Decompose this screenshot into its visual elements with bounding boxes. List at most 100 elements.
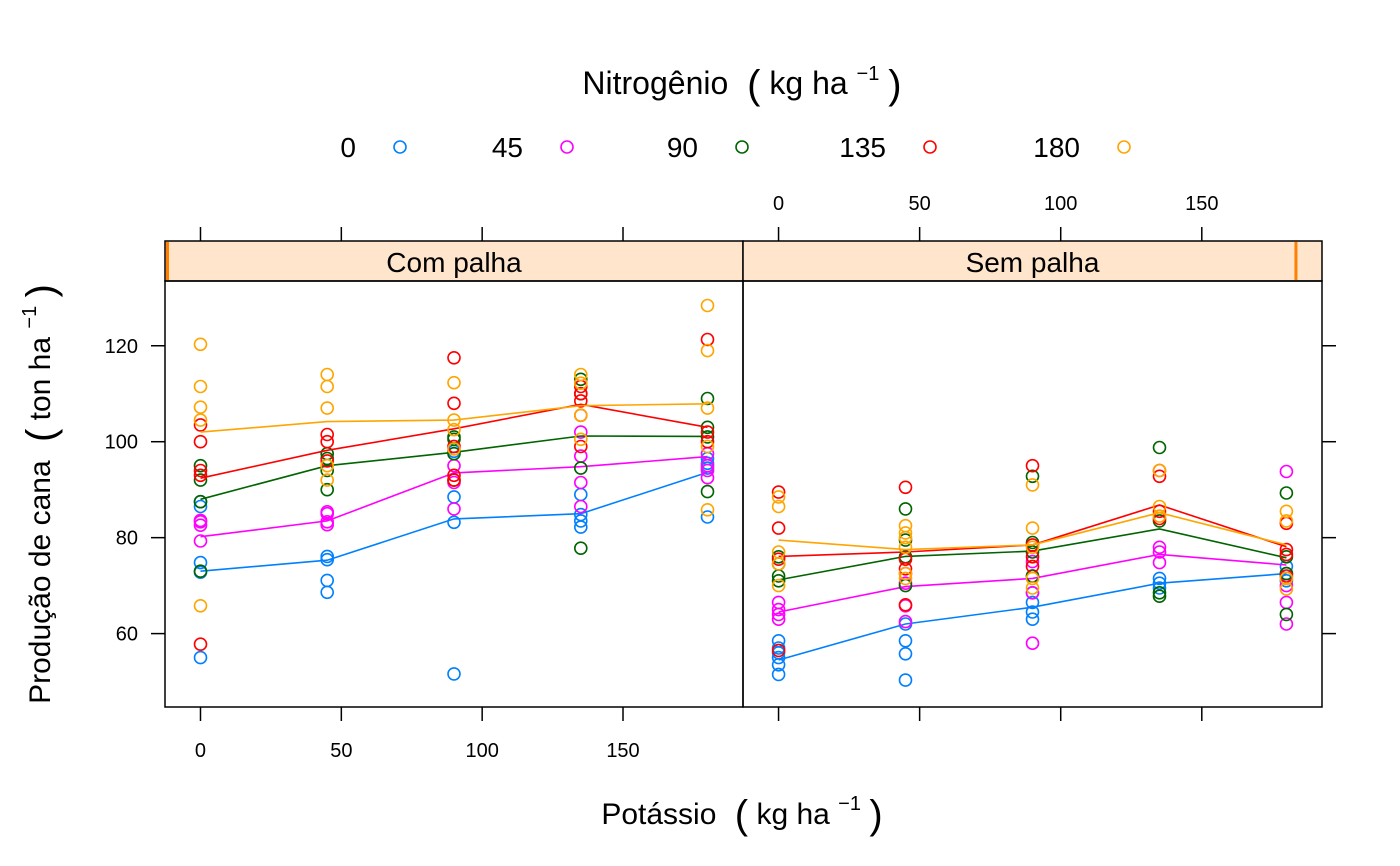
data-point — [447, 515, 461, 530]
series — [771, 559, 1294, 687]
data-point — [1152, 509, 1167, 523]
mean-line — [778, 553, 1287, 613]
data-point — [573, 432, 588, 447]
legend-label: 0 — [340, 132, 356, 163]
data-point — [1279, 595, 1294, 610]
series — [193, 298, 715, 613]
data-point — [1025, 581, 1040, 595]
legend-title: Nitrogênio ( kg ha −1 ) — [582, 51, 901, 107]
x-tick-label: 50 — [909, 193, 931, 215]
data-point — [898, 480, 913, 495]
data-point — [447, 422, 461, 437]
data-point — [573, 376, 588, 391]
data-point — [193, 337, 208, 352]
data-point — [193, 534, 208, 548]
data-point — [320, 504, 335, 519]
mean-line — [200, 455, 708, 538]
legend-title-main: Nitrogênio — [582, 65, 728, 101]
data-point — [573, 439, 588, 454]
x-axis-title-open-paren: ( — [735, 793, 749, 837]
panel-strip — [164, 240, 744, 282]
data-point — [193, 499, 208, 514]
panel-strip — [742, 240, 1323, 282]
bottom-axis: 0 50 100 150 — [195, 707, 1203, 762]
y-axis-title-unit-exp: −1 — [19, 306, 41, 329]
y-tick-label: 100 — [105, 432, 138, 454]
data-point — [898, 540, 913, 555]
data-point — [1025, 595, 1040, 610]
data-point — [898, 566, 913, 581]
x-tick-label: 100 — [465, 740, 498, 762]
data-point — [573, 541, 588, 556]
y-axis-title-unit: ton ha — [24, 337, 57, 421]
data-point — [193, 518, 208, 533]
data-point — [193, 637, 208, 652]
data-point — [1152, 585, 1167, 600]
data-point — [320, 379, 335, 394]
data-point — [1279, 582, 1294, 596]
data-point — [573, 386, 588, 401]
data-point — [320, 454, 335, 468]
y-axis-title-open-paren: ( — [19, 428, 63, 442]
data-point — [1152, 589, 1167, 604]
y-tick-label: 80 — [116, 528, 138, 550]
data-point — [898, 571, 913, 586]
data-point — [700, 434, 715, 449]
data-point — [193, 555, 208, 570]
data-point — [898, 646, 913, 661]
data-point — [320, 573, 335, 588]
x-tick-label: 0 — [195, 740, 206, 762]
series — [193, 372, 715, 579]
data-point — [573, 499, 588, 514]
mean-line — [778, 572, 1287, 661]
data-point — [573, 475, 588, 490]
legend-marker — [923, 140, 937, 154]
data-point — [320, 427, 335, 442]
data-point — [1279, 617, 1294, 631]
data-point — [573, 394, 588, 408]
data-point — [1152, 555, 1167, 570]
legend-marker — [560, 140, 574, 154]
data-point — [1025, 540, 1040, 555]
data-point — [700, 420, 715, 435]
data-point — [447, 442, 461, 456]
series — [193, 332, 715, 652]
data-point — [320, 473, 335, 487]
y-tick-label: 120 — [105, 336, 138, 358]
data-point — [320, 552, 335, 567]
x-tick-label: 150 — [606, 740, 639, 762]
data-point — [771, 633, 786, 648]
data-point — [898, 526, 913, 540]
data-point — [1025, 458, 1040, 473]
data-point — [1279, 607, 1294, 622]
data-point — [700, 343, 715, 358]
data-point — [898, 561, 913, 576]
data-point — [771, 667, 786, 682]
data-point — [447, 502, 461, 516]
legend-label: 180 — [1033, 132, 1080, 163]
data-point — [193, 650, 208, 665]
data-point — [1279, 514, 1294, 528]
data-point — [1279, 464, 1294, 479]
data-point — [193, 494, 208, 509]
strip-level-indicator — [166, 242, 169, 280]
data-point — [898, 518, 913, 533]
data-point — [447, 468, 461, 483]
data-point — [573, 514, 588, 528]
y-axis-title-close-paren: ) — [19, 284, 63, 297]
data-point — [320, 482, 335, 497]
x-axis-title-unit: kg ha — [756, 798, 830, 831]
data-point — [1279, 547, 1294, 562]
data-point — [700, 439, 715, 454]
data-point — [771, 573, 786, 588]
x-axis-title-close-paren: ) — [869, 793, 882, 837]
data-point — [1279, 486, 1294, 500]
data-point — [898, 633, 913, 648]
data-point — [1152, 581, 1167, 595]
data-point — [193, 413, 208, 427]
x-axis-title-main: Potássio — [601, 798, 716, 831]
data-point — [1025, 605, 1040, 619]
legend-marker — [1117, 140, 1131, 154]
data-point — [573, 408, 588, 423]
data-point — [771, 552, 786, 567]
